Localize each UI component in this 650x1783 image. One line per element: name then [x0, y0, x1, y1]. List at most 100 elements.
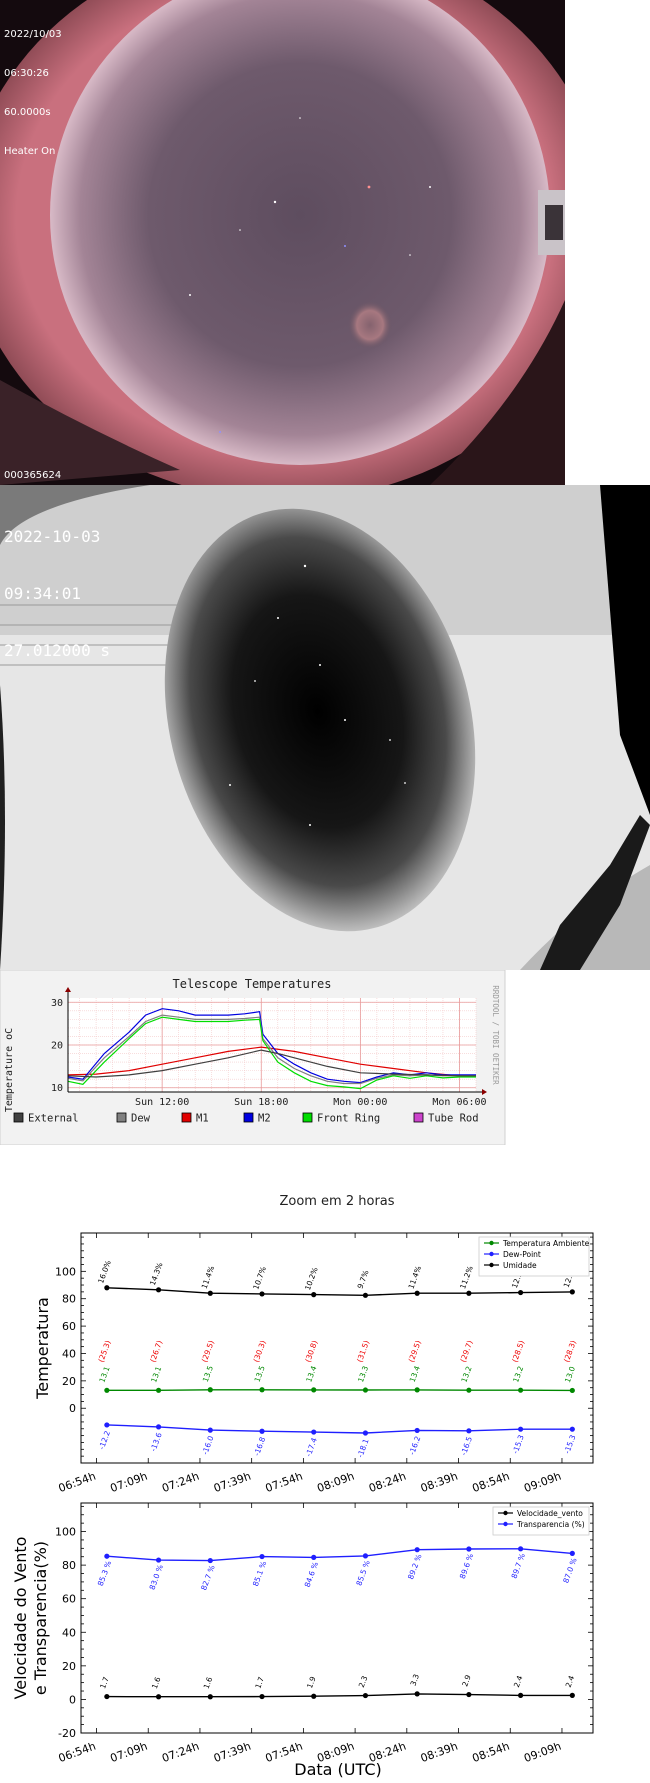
data-point [466, 1428, 472, 1434]
chart-grid [68, 998, 477, 1092]
data-point [362, 1692, 369, 1699]
data-label: 83.0 % [148, 1563, 165, 1591]
data-point [569, 1289, 575, 1295]
data-point [311, 1693, 317, 1699]
data-label: 11.4% [200, 1265, 217, 1290]
allsky-gray-picture [0, 485, 650, 970]
data-point [517, 1387, 524, 1393]
x-axis-label: Data (UTC) [294, 1760, 382, 1779]
legend-label: Dew [131, 1113, 151, 1125]
y-tick-label: 60 [62, 1593, 76, 1606]
legend-label: External [28, 1113, 79, 1125]
data-point [569, 1387, 575, 1394]
data-label: 1.6 [150, 1676, 163, 1691]
data-point [414, 1691, 420, 1697]
stars [229, 564, 406, 826]
series-line [106, 1424, 573, 1434]
data-label: (29.7) [458, 1339, 474, 1363]
legend-marker [489, 1251, 494, 1257]
data-label: -16.8 [252, 1436, 267, 1458]
data-label: (29.5) [200, 1339, 216, 1363]
data-label: (28.5) [510, 1339, 526, 1363]
legend-item: External [13, 1113, 79, 1125]
x-tick-label: 09:09h [522, 1470, 563, 1495]
y-axis-label-line-2: e Transparencia(%) [31, 1541, 50, 1695]
capture-date: 2022-10-03 [4, 527, 101, 546]
data-label: 85.1 % [251, 1560, 268, 1588]
y-tick-label: 40 [62, 1626, 76, 1639]
y-tick-label: 60 [62, 1320, 76, 1333]
data-point [517, 1546, 524, 1552]
y-tick-label: 20 [62, 1660, 76, 1673]
x-tick-label: 08:54h [470, 1740, 511, 1765]
data-label: (26.7) [148, 1339, 164, 1363]
y-tick-label: 80 [62, 1559, 76, 1572]
data-label: 2.3 [357, 1674, 370, 1689]
y-tick-label: 100 [55, 1526, 76, 1539]
data-point [414, 1427, 420, 1434]
data-label: 11.4% [407, 1265, 424, 1290]
legend-label: Dew-Point [503, 1250, 541, 1259]
data-label: -16.2 [407, 1435, 422, 1457]
data-point [466, 1546, 472, 1552]
foreground-structure [540, 815, 650, 970]
data-point [362, 1430, 369, 1436]
legend-label: M2 [258, 1113, 271, 1125]
legend-swatch [116, 1112, 127, 1123]
data-point [466, 1691, 472, 1698]
y-tick-label: 20 [62, 1375, 76, 1388]
series-line-m1 [67, 1046, 477, 1078]
moon-glare [348, 301, 392, 349]
legend: Velocidade_vento Transparencia (%) [492, 1506, 590, 1536]
data-point [155, 1557, 162, 1563]
heater-status: Heater On [4, 146, 56, 157]
data-label: -12.2 [97, 1429, 112, 1451]
x-tick-label: Sun 12:00 [135, 1097, 189, 1108]
y-tick-label: 30 [51, 998, 63, 1009]
data-label: 84.6 % [303, 1561, 320, 1589]
data-point [362, 1553, 369, 1559]
series-line [106, 1287, 573, 1297]
legend-label: Umidade [503, 1261, 537, 1270]
allsky-gray-overlay: 2022-10-03 09:34:01 27.012000 s [4, 489, 110, 698]
data-label: -16.0 [200, 1434, 215, 1456]
data-label: 85.5 % [354, 1559, 371, 1587]
legend-box [492, 1506, 590, 1536]
data-point [155, 1694, 162, 1700]
legend-swatch [302, 1112, 313, 1123]
legend-item: M2 [243, 1113, 271, 1125]
y-tick-label: 20 [51, 1041, 63, 1052]
data-label: 2.4 [564, 1674, 577, 1689]
exposure-time: 60.0000s [4, 107, 51, 118]
chart-ticks: Sun 12:00 Sun 18:00 Mon 00:00 Mon 06:00 10 20… [51, 998, 487, 1108]
data-label: 1.7 [253, 1675, 266, 1690]
data-point [207, 1387, 213, 1393]
data-point [104, 1422, 110, 1428]
data-point [259, 1291, 265, 1297]
data-point [104, 1553, 110, 1559]
allsky-color-overlay: 2022/10/03 06:30:26 60.0000s Heater On [4, 2, 62, 184]
chart-title: Telescope Temperatures [173, 977, 332, 991]
data-label: 13.5 [253, 1364, 267, 1383]
data-label: 87.0 % [561, 1557, 578, 1585]
y-tick-label: 0 [69, 1402, 76, 1415]
data-label: (28.3) [562, 1339, 578, 1363]
data-point [259, 1553, 265, 1560]
series-line-external [67, 1049, 476, 1078]
data-label: (25.3) [96, 1339, 112, 1363]
legend-item: Umidade [484, 1261, 537, 1270]
data-label: 89.6 % [458, 1552, 475, 1580]
zoom-2h-panel: Zoom em 2 horas 0 20 40 60 80 100 06:54h 07:09h… [0, 1175, 650, 1783]
x-tick-label: Mon 06:00 [432, 1097, 486, 1108]
data-point [466, 1290, 472, 1296]
data-point [207, 1427, 213, 1433]
data-point [311, 1387, 317, 1393]
data-label: 10.7% [251, 1265, 268, 1290]
data-label: -13.6 [149, 1431, 164, 1453]
data-point [155, 1287, 162, 1293]
x-tick-label: 08:39h [419, 1470, 460, 1495]
chart-series [67, 1008, 477, 1090]
x-tick-label: 06:54h [57, 1740, 98, 1765]
plot-frame [80, 1502, 594, 1734]
data-point [104, 1387, 110, 1393]
